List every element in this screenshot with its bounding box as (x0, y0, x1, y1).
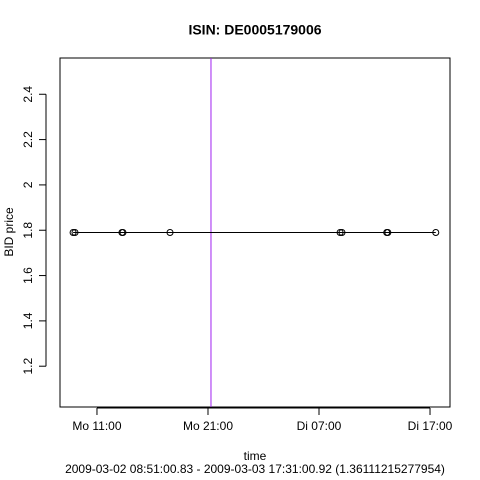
y-tick-label: 2.4 (21, 86, 35, 103)
x-tick-label: Di 17:00 (408, 419, 453, 433)
x-tick-label: Mo 21:00 (183, 419, 233, 433)
subtitle: 2009-03-02 08:51:00.83 - 2009-03-03 17:3… (65, 462, 445, 476)
y-axis-label: BID price (2, 207, 16, 257)
y-tick-label: 1.6 (21, 267, 35, 284)
y-tick-label: 1.2 (21, 358, 35, 375)
y-tick-label: 1.4 (21, 312, 35, 329)
y-tick-label: 2 (21, 181, 35, 188)
y-tick-label: 1.8 (21, 222, 35, 239)
x-axis-label: time (244, 449, 267, 463)
x-tick-label: Mo 11:00 (72, 419, 121, 433)
data-point (338, 229, 346, 236)
data-point (384, 229, 392, 236)
data-point (119, 229, 127, 236)
data-point (336, 229, 344, 236)
data-point (432, 229, 440, 236)
data-point (166, 229, 174, 236)
x-tick-label: Di 07:00 (297, 419, 342, 433)
chart-title: ISIN: DE0005179006 (188, 22, 321, 38)
y-tick-label: 2.2 (21, 131, 35, 148)
data-point (69, 229, 77, 236)
plot-frame (59, 57, 451, 408)
data-point (71, 229, 79, 236)
